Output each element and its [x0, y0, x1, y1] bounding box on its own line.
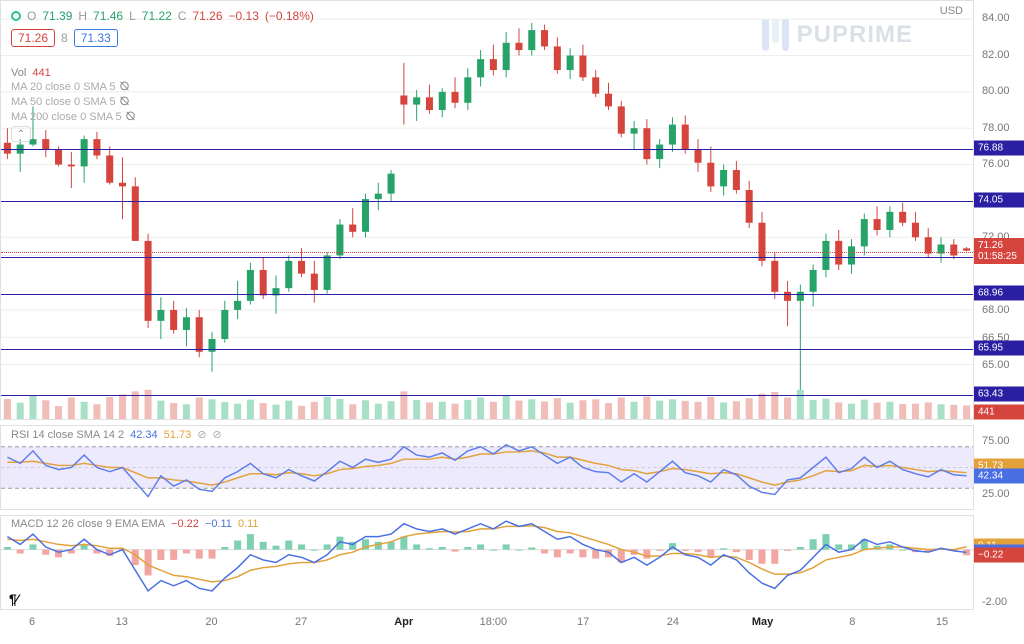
xaxis-tick-label: 18:00 [480, 616, 508, 628]
volume-axis-tag: 441 [974, 405, 1024, 420]
bid-price-box[interactable]: 71.26 [11, 29, 55, 47]
macd-ytick: -2.00 [976, 596, 1024, 608]
ma-text: MA 200 close 0 SMA 5 [11, 111, 122, 123]
rsi-settings-icon[interactable] [197, 428, 206, 441]
price-chart-area[interactable]: PUPRIME USD O71.39 H71.46 L71.22 C71.26 … [0, 0, 974, 420]
symbol-dot-icon [11, 11, 21, 21]
xaxis-tick-label: 8 [849, 616, 855, 628]
macd-value-2: −0.11 [205, 518, 232, 530]
price-ytick: 76.00 [976, 158, 1024, 170]
macd-chart-area[interactable]: MACD 12 26 close 9 EMA EMA −0.22 −0.11 0… [0, 515, 974, 610]
visibility-off-icon[interactable] [120, 94, 130, 109]
price-ytick: 80.00 [976, 85, 1024, 97]
x-axis: 6 13 20 27 Apr 18:00 17 24 May 8 15 [0, 612, 1024, 642]
hline-price-tag: 68.96 [974, 285, 1024, 300]
rsi-value-1: 42.34 [130, 429, 158, 441]
xaxis-tick-label: 27 [295, 616, 307, 628]
xaxis-tick-label: Apr [394, 616, 413, 628]
macd-panel: MACD 12 26 close 9 EMA EMA −0.22 −0.11 0… [0, 515, 1024, 610]
spread-value: 8 [61, 31, 68, 45]
ma-text: MA 20 close 0 SMA 5 [11, 81, 116, 93]
hline-price-tag: 65.95 [974, 340, 1024, 355]
visibility-off-icon[interactable] [126, 109, 136, 124]
price-ytick: 68.00 [976, 304, 1024, 316]
rsi-label: RSI 14 close SMA 14 2 [11, 429, 124, 441]
macd-value-1: −0.22 [171, 518, 199, 530]
support-resistance-line[interactable] [1, 201, 973, 202]
ma-indicator-row: MA 20 close 0 SMA 5 [11, 79, 918, 94]
macd-y-axis: -2.000.11−0.11−0.22 [974, 515, 1024, 610]
price-ytick: 78.00 [976, 122, 1024, 134]
ask-price-box[interactable]: 71.33 [74, 29, 118, 47]
price-panel: PUPRIME USD O71.39 H71.46 L71.22 C71.26 … [0, 0, 1024, 420]
ohlc-l-label: L [129, 9, 136, 23]
price-y-axis: 65.0066.5068.0070.9972.0076.0078.0080.00… [974, 0, 1024, 420]
price-ytick: 84.00 [976, 12, 1024, 24]
last-price-line [1, 252, 973, 253]
rsi-chart-area[interactable]: RSI 14 close SMA 14 2 42.34 51.73 [0, 425, 974, 510]
rsi-y-axis: 25.0075.0051.7342.34 [974, 425, 1024, 510]
volume-value: 441 [32, 67, 50, 79]
hline-price-tag: 76.88 [974, 141, 1024, 156]
ohlc-o-label: O [27, 9, 36, 23]
ma-indicator-row: MA 50 close 0 SMA 5 [11, 94, 918, 109]
support-resistance-line[interactable] [1, 149, 973, 150]
last-price-tag: 71.2601:58:25 [974, 238, 1024, 264]
visibility-off-icon[interactable] [120, 79, 130, 94]
ohlc-h-value: 71.46 [93, 9, 123, 23]
rsi-panel: RSI 14 close SMA 14 2 42.34 51.73 25.00 7… [0, 425, 1024, 510]
hline-price-tag: 63.43 [974, 386, 1024, 401]
ohlc-h-label: H [78, 9, 87, 23]
xaxis-tick-label: May [752, 616, 773, 628]
xaxis-tick-label: 6 [29, 616, 35, 628]
xaxis-tick-label: 13 [116, 616, 128, 628]
support-resistance-line[interactable] [1, 349, 973, 350]
macd-value-3: 0.11 [238, 518, 259, 530]
currency-label: USD [940, 5, 963, 17]
rsi-value-2: 51.73 [164, 429, 192, 441]
ohlc-change-pct: (−0.18%) [265, 9, 314, 23]
ma-indicator-row: MA 200 close 0 SMA 5 [11, 109, 918, 124]
ma-text: MA 50 close 0 SMA 5 [11, 96, 116, 108]
collapse-toggle[interactable]: ⌃ [11, 126, 31, 142]
macd-axis-tag: −0.22 [974, 548, 1024, 563]
xaxis-tick-label: 20 [205, 616, 217, 628]
rsi-label-row: RSI 14 close SMA 14 2 42.34 51.73 [11, 428, 222, 441]
ohlc-c-label: C [178, 9, 187, 23]
macd-label: MACD 12 26 close 9 EMA EMA [11, 518, 165, 530]
ohlc-change: −0.13 [229, 9, 259, 23]
macd-label-row: MACD 12 26 close 9 EMA EMA −0.22 −0.11 0… [11, 518, 259, 530]
ohlc-c-value: 71.26 [192, 9, 222, 23]
xaxis-tick-label: 15 [936, 616, 948, 628]
price-ytick: 65.00 [976, 359, 1024, 371]
rsi-axis-tag: 42.34 [974, 468, 1024, 483]
price-ytick: 82.00 [976, 49, 1024, 61]
xaxis-tick-label: 24 [667, 616, 679, 628]
rsi-ytick: 25.00 [976, 488, 1024, 500]
volume-label: Vol [11, 67, 26, 79]
support-resistance-line[interactable] [1, 257, 973, 258]
tradingview-logo-icon: ¶⁄ [9, 591, 17, 607]
ohlc-l-value: 71.22 [142, 9, 172, 23]
support-resistance-line[interactable] [1, 294, 973, 295]
ohlc-o-value: 71.39 [42, 9, 72, 23]
rsi-ytick: 75.00 [976, 435, 1024, 447]
rsi-settings-icon-2[interactable] [212, 428, 221, 441]
xaxis-tick-label: 17 [577, 616, 589, 628]
hline-price-tag: 74.05 [974, 192, 1024, 207]
chart-header: O 71.39 H 71.46 L 71.22 C 71.26 −0.13 (−0.18… [11, 7, 918, 142]
support-resistance-line[interactable] [1, 395, 973, 396]
